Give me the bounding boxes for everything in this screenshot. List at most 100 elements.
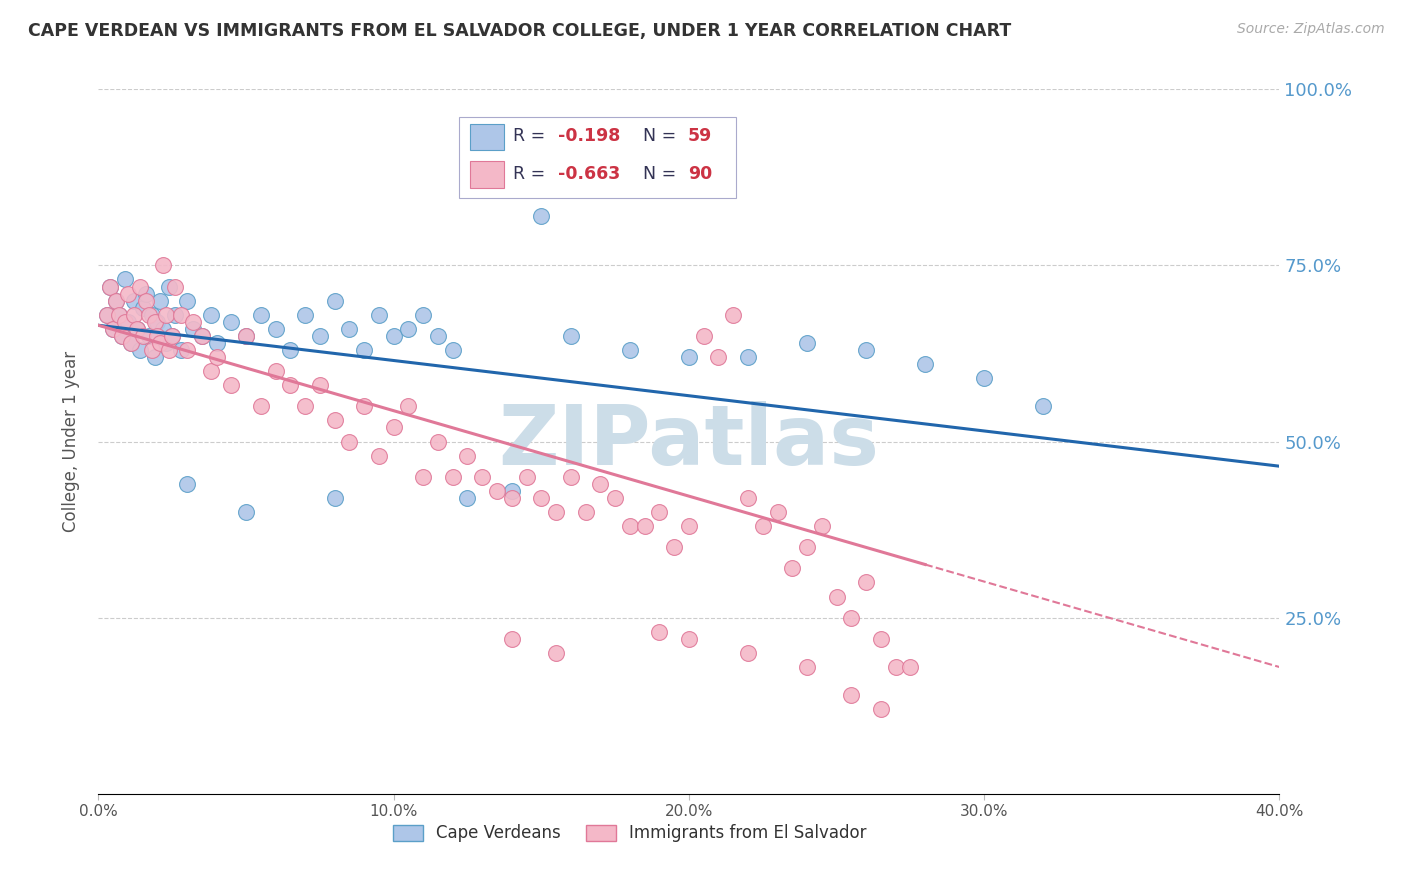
Point [648, 624, 671, 639]
Point [546, 505, 568, 519]
Point [398, 399, 420, 413]
Y-axis label: College, Under 1 year: College, Under 1 year [62, 351, 80, 533]
Point [546, 646, 568, 660]
Text: -0.198: -0.198 [558, 128, 620, 145]
Point [501, 632, 523, 646]
Point [235, 505, 257, 519]
Point [128, 279, 150, 293]
Text: R =: R = [513, 128, 551, 145]
Point [108, 308, 131, 322]
Point [841, 688, 863, 702]
Point [516, 167, 538, 181]
Point [132, 301, 155, 315]
Point [323, 293, 346, 308]
Point [176, 343, 198, 357]
Point [117, 315, 139, 329]
Point [205, 335, 228, 350]
Point [900, 660, 922, 674]
Point [457, 449, 479, 463]
Point [634, 519, 657, 533]
Point [120, 335, 142, 350]
Point [723, 308, 745, 322]
Point [441, 343, 464, 357]
Point [782, 561, 804, 575]
Point [135, 286, 157, 301]
Point [117, 286, 139, 301]
Point [170, 343, 193, 357]
Point [114, 272, 136, 286]
Point [128, 343, 150, 357]
Point [353, 343, 375, 357]
Text: N =: N = [643, 164, 682, 183]
Point [339, 322, 361, 336]
Point [157, 279, 180, 293]
Point [141, 308, 163, 322]
Point [205, 350, 228, 364]
Point [339, 434, 361, 449]
Legend: Cape Verdeans, Immigrants from El Salvador: Cape Verdeans, Immigrants from El Salvad… [387, 818, 873, 849]
Point [486, 483, 509, 498]
Point [752, 519, 775, 533]
Point [152, 322, 174, 336]
FancyBboxPatch shape [458, 118, 737, 198]
Point [96, 308, 118, 322]
Point [149, 293, 172, 308]
Point [120, 335, 142, 350]
Point [125, 322, 148, 336]
Point [323, 413, 346, 427]
Point [181, 315, 204, 329]
Text: N =: N = [643, 128, 682, 145]
Point [737, 646, 759, 660]
Point [221, 378, 243, 392]
Point [323, 491, 346, 505]
Point [108, 308, 131, 322]
Point [132, 328, 155, 343]
Point [135, 293, 157, 308]
Point [200, 364, 222, 378]
Point [98, 279, 121, 293]
Point [811, 519, 834, 533]
Point [412, 469, 434, 483]
Point [619, 519, 641, 533]
Point [796, 540, 818, 554]
Point [309, 378, 332, 392]
Point [870, 702, 893, 716]
Point [165, 279, 187, 293]
Point [441, 469, 464, 483]
Point [368, 308, 391, 322]
Point [855, 575, 877, 590]
Point [398, 322, 420, 336]
Point [501, 483, 523, 498]
Point [678, 350, 700, 364]
Point [162, 328, 183, 343]
Point [250, 399, 273, 413]
Point [382, 328, 405, 343]
Point [264, 322, 287, 336]
Point [530, 491, 553, 505]
Point [589, 476, 612, 491]
Point [122, 308, 145, 322]
Point [176, 293, 198, 308]
Point [98, 279, 121, 293]
Text: Source: ZipAtlas.com: Source: ZipAtlas.com [1237, 22, 1385, 37]
Point [200, 308, 222, 322]
Point [114, 315, 136, 329]
Point [152, 258, 174, 272]
Point [111, 328, 134, 343]
Point [103, 322, 125, 336]
Point [884, 660, 907, 674]
FancyBboxPatch shape [471, 161, 503, 187]
Point [914, 357, 936, 371]
Point [103, 322, 125, 336]
Point [841, 610, 863, 624]
Point [176, 476, 198, 491]
Point [737, 350, 759, 364]
Point [457, 491, 479, 505]
Point [96, 308, 118, 322]
Point [678, 632, 700, 646]
Point [382, 420, 405, 434]
Point [146, 328, 169, 343]
Point [143, 350, 166, 364]
Point [619, 343, 641, 357]
Text: -0.663: -0.663 [558, 164, 620, 183]
